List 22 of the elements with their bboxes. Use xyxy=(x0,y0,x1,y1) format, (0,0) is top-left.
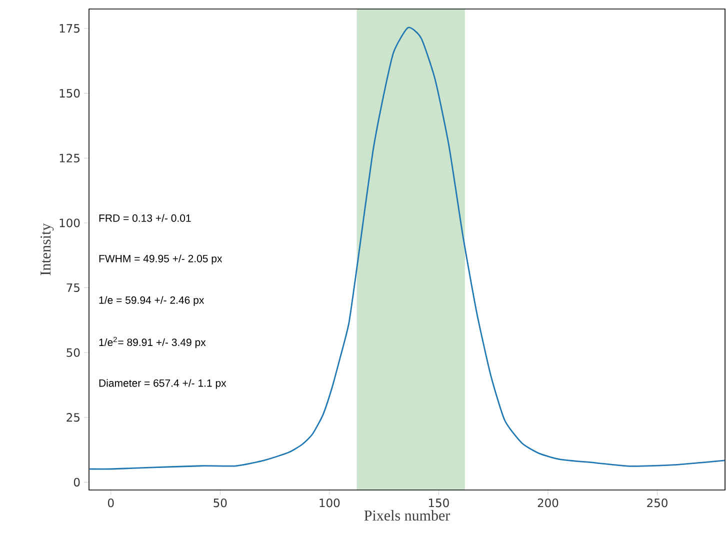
x-tick-label: 50 xyxy=(214,498,227,508)
y-tick-label: 75 xyxy=(66,283,80,292)
y-axis-title: Intensity xyxy=(40,223,54,276)
annotation: FRD = 0.13 +/- 0.01 xyxy=(99,214,191,222)
x-tick-label: 0 xyxy=(108,498,114,508)
x-tick-label: 100 xyxy=(320,498,340,508)
y-tick-label: 125 xyxy=(60,154,80,162)
y-tick-label: 175 xyxy=(60,24,80,33)
x-axis-title: Pixels number xyxy=(364,510,450,521)
annotation: 1/e$^{2}$= 89.91 +/- 3.49 px xyxy=(99,336,206,348)
annotation: FWHM = 49.95 +/- 2.05 px xyxy=(99,254,222,264)
y-tick-label: 100 xyxy=(60,218,80,228)
annotation: 1/e = 59.94 +/- 2.46 px xyxy=(99,296,204,306)
line-series xyxy=(89,26,726,470)
y-tick-label: 25 xyxy=(66,413,80,422)
y-tick-label: 50 xyxy=(66,348,80,357)
y-tick-label: 150 xyxy=(60,88,80,98)
annotation: Diameter = 657.4 +/- 1.1 px xyxy=(99,379,226,389)
x-tick-label: 200 xyxy=(538,498,558,508)
x-tick-label: 150 xyxy=(428,498,449,508)
x-tick-label: 250 xyxy=(647,498,668,508)
y-tick-label: 0 xyxy=(74,478,80,487)
